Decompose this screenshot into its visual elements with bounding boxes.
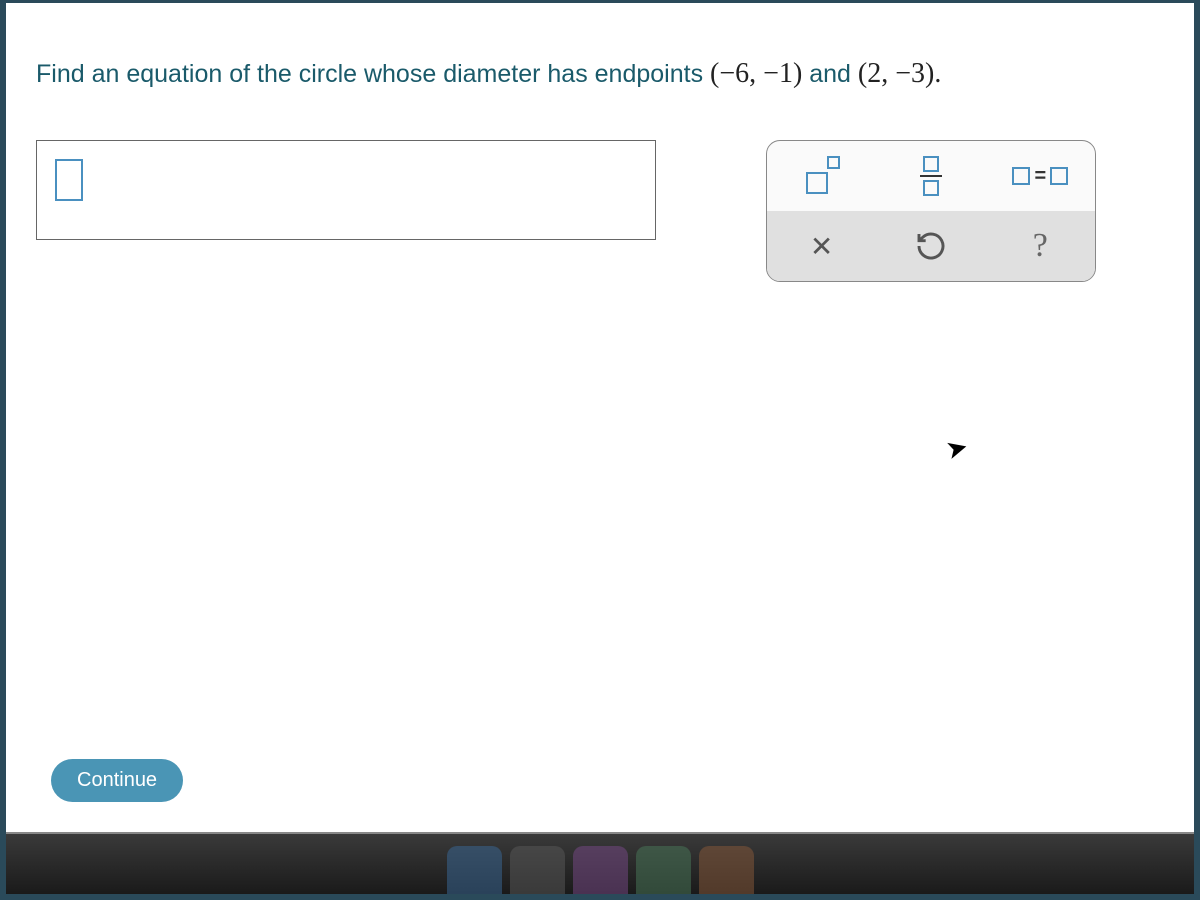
toolbox-row-1: = <box>767 141 1095 211</box>
input-row: = ✕ ? <box>36 140 1164 282</box>
help-button[interactable]: ? <box>986 211 1095 281</box>
continue-button[interactable]: Continue <box>51 759 183 802</box>
question-mid: and <box>802 60 858 88</box>
cursor-icon: ➤ <box>942 431 971 467</box>
dock-reflection <box>400 839 800 894</box>
question-point2: (2, −3). <box>858 58 941 89</box>
bottom-bar <box>6 834 1194 894</box>
fraction-tool-button[interactable] <box>876 141 985 211</box>
exponent-icon <box>802 156 842 196</box>
dock-item <box>447 846 502 894</box>
answer-input[interactable] <box>36 140 656 240</box>
reset-button[interactable] <box>876 211 985 281</box>
app-frame: Find an equation of the circle whose dia… <box>0 0 1200 900</box>
answer-placeholder-box[interactable] <box>55 159 83 201</box>
fraction-icon <box>920 156 942 196</box>
dock-item <box>573 846 628 894</box>
equation-icon: = <box>1012 165 1068 188</box>
question-prefix: Find an equation of the circle whose dia… <box>36 60 710 88</box>
x-icon: ✕ <box>810 230 833 263</box>
question-point1: (−6, −1) <box>710 58 802 89</box>
help-icon: ? <box>1033 227 1048 265</box>
dock-item <box>510 846 565 894</box>
equation-tool-button[interactable]: = <box>986 141 1095 211</box>
exponent-tool-button[interactable] <box>767 141 876 211</box>
clear-button[interactable]: ✕ <box>767 211 876 281</box>
dock-item <box>699 846 754 894</box>
content-area: Find an equation of the circle whose dia… <box>6 3 1194 834</box>
toolbox-row-2: ✕ ? <box>767 211 1095 281</box>
reset-icon <box>915 230 947 262</box>
question-text: Find an equation of the circle whose dia… <box>36 53 1164 95</box>
math-toolbox: = ✕ ? <box>766 140 1096 282</box>
dock-item <box>636 846 691 894</box>
